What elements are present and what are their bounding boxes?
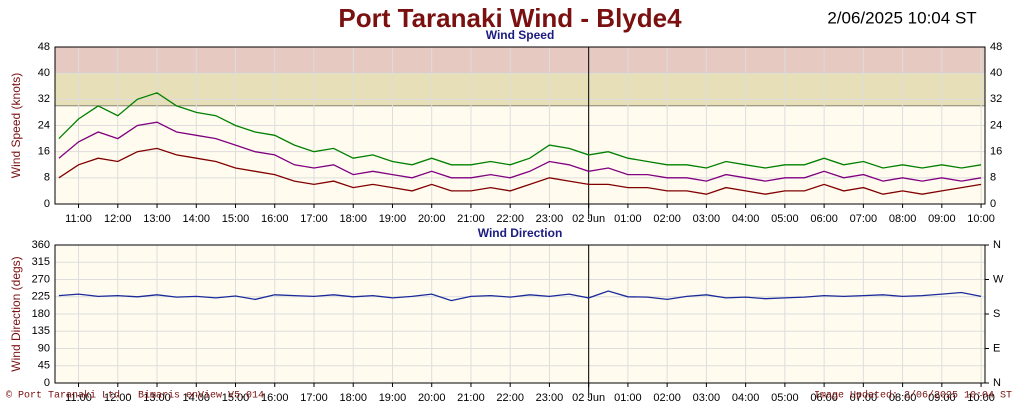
- y-tick-label: 90: [38, 342, 50, 354]
- series-line: [58, 290, 982, 302]
- y2-tick-label: N: [993, 239, 1001, 251]
- x-tick-label: 18:00: [339, 213, 367, 225]
- series-line: [58, 147, 982, 195]
- y-tick-label-right: 40: [990, 67, 1002, 79]
- x-tick-label: 15:00: [222, 392, 250, 404]
- x-tick-label: 18:00: [339, 392, 367, 404]
- y-tick-label: 40: [38, 67, 50, 79]
- x-tick-label: 08:00: [889, 392, 917, 404]
- x-tick-label: 16:00: [261, 392, 289, 404]
- x-tick-label: 11:00: [65, 392, 92, 404]
- x-tick-label: 06:00: [810, 392, 838, 404]
- y2-tick-label: E: [993, 342, 1000, 354]
- x-tick-label: 03:00: [693, 392, 721, 404]
- x-tick-label: 13:00: [143, 392, 171, 404]
- x-tick-label: 02:00: [653, 392, 681, 404]
- y-tick-label: 45: [38, 360, 50, 372]
- x-tick-label: 08:00: [889, 213, 917, 225]
- y-tick-label: 225: [32, 291, 50, 303]
- y-tick-label-right: 48: [990, 41, 1002, 53]
- x-tick-label: 11:00: [65, 213, 92, 225]
- y-tick-label: 360: [32, 239, 50, 251]
- x-tick-label: 19:00: [379, 392, 407, 404]
- x-tick-label: 05:00: [771, 392, 799, 404]
- y-tick-label-right: 16: [990, 146, 1002, 158]
- x-tick-label: 20:00: [418, 213, 446, 225]
- x-tick-label: 10:00: [967, 392, 995, 404]
- y-tick-label: 270: [32, 273, 50, 285]
- x-tick-label: 13:00: [143, 213, 171, 225]
- y-tick-label: 0: [44, 198, 50, 210]
- x-tick-label: 15:00: [222, 213, 250, 225]
- x-tick-label: 17:00: [300, 213, 328, 225]
- x-tick-label: 03:00: [693, 213, 721, 225]
- x-tick-label: 07:00: [850, 392, 878, 404]
- footer-left: © Port Taranaki Ltd - Bimaris enView V5.…: [6, 390, 264, 402]
- x-tick-label: 09:00: [928, 213, 956, 225]
- y-tick-label: 16: [38, 146, 50, 158]
- band: [54, 72, 986, 107]
- series-line: [58, 121, 982, 182]
- y-tick-label: 180: [32, 308, 50, 320]
- x-tick-label: 12:00: [104, 392, 132, 404]
- x-tick-label: 21:00: [457, 392, 485, 404]
- page-title: Port Taranaki Wind - Blyde4: [338, 3, 682, 33]
- y-axis-title: Wind Speed (knots): [9, 73, 23, 178]
- y-tick-label: 32: [38, 93, 50, 105]
- y-tick-label: 8: [44, 172, 50, 184]
- x-tick-label: 04:00: [732, 392, 760, 404]
- panel-title: Wind Direction: [478, 226, 563, 240]
- y2-tick-label: N: [993, 377, 1001, 389]
- x-tick-label: 22:00: [496, 392, 524, 404]
- x-tick-label: 10:00: [967, 213, 995, 225]
- y-tick-label: 24: [38, 119, 50, 131]
- y-tick-label-right: 0: [990, 198, 996, 210]
- x-tick-label: 21:00: [457, 213, 485, 225]
- x-tick-label: 09:00: [928, 392, 956, 404]
- footer-right: Image Updated: 2/06/2025 10:04 ST: [814, 390, 1012, 402]
- x-tick-label: 23:00: [536, 213, 564, 225]
- y2-tick-label: W: [993, 273, 1004, 285]
- panel-title: Wind Speed: [486, 28, 555, 42]
- y-axis-title: Wind Direction (degs): [9, 256, 23, 371]
- series-line: [58, 92, 982, 169]
- x-tick-label: 07:00: [850, 213, 878, 225]
- y-tick-label-right: 32: [990, 93, 1002, 105]
- y-tick-label: 0: [44, 377, 50, 389]
- x-tick-label: 14:00: [183, 213, 211, 225]
- x-tick-label: 02:00: [653, 213, 681, 225]
- x-tick-label: 23:00: [536, 392, 564, 404]
- y-tick-label-right: 8: [990, 172, 996, 184]
- x-tick-label: 06:00: [810, 213, 838, 225]
- x-tick-label: 01:00: [614, 392, 642, 404]
- y-tick-label: 48: [38, 41, 50, 53]
- x-tick-label: 04:00: [732, 213, 760, 225]
- x-tick-label: 16:00: [261, 213, 289, 225]
- x-tick-label: 17:00: [300, 392, 328, 404]
- y-tick-label: 135: [32, 325, 50, 337]
- x-tick-label: 14:00: [183, 392, 211, 404]
- y-tick-label: 315: [32, 256, 50, 268]
- x-tick-label: 22:00: [496, 213, 524, 225]
- x-tick-label: 01:00: [614, 213, 642, 225]
- plot-frame: [54, 46, 986, 205]
- x-tick-label: 05:00: [771, 213, 799, 225]
- plot-frame: [54, 244, 986, 384]
- timestamp: 2/06/2025 10:04 ST: [827, 8, 976, 27]
- y2-tick-label: S: [993, 308, 1000, 320]
- y-tick-label-right: 24: [990, 119, 1002, 131]
- x-tick-label: 12:00: [104, 213, 132, 225]
- band: [54, 46, 986, 74]
- x-tick-label: 19:00: [379, 213, 407, 225]
- x-tick-label: 20:00: [418, 392, 446, 404]
